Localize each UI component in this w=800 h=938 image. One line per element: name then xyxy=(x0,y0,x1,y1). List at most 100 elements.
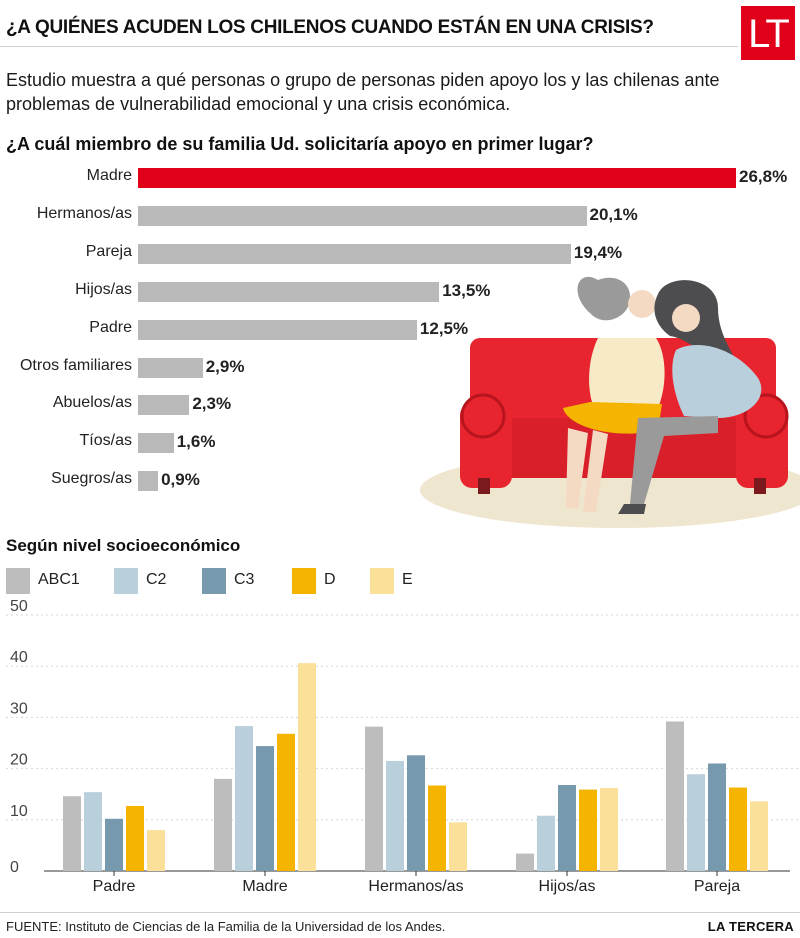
bar-hermanos-as-c3 xyxy=(407,755,425,871)
hbar-value-label: 20,1% xyxy=(589,204,638,224)
title-divider xyxy=(0,46,738,47)
legend-label: D xyxy=(324,571,336,588)
brand-name: LA TERCERA xyxy=(707,919,794,934)
source-text: Instituto de Ciencias de la Familia de l… xyxy=(65,919,446,934)
socioeconomic-bar-chart: 0 10 20 30 40 50 Padre Madre Hermanos/as Hijos/as… xyxy=(6,600,800,895)
sofa-leg-right xyxy=(754,478,766,494)
legend-swatch xyxy=(292,568,316,594)
y-tick-label: 50 xyxy=(10,600,28,615)
legend-label: C2 xyxy=(146,571,167,588)
bar-hijos-as-c3 xyxy=(558,784,576,871)
bar-hermanos-as-d xyxy=(428,785,446,871)
woman-left-hair xyxy=(577,276,631,321)
legend-swatch xyxy=(202,568,226,594)
bar-hijos-as-c2 xyxy=(537,815,555,871)
family-support-bar-chart: Madre 26,8% Hermanos/as 20,1% Pareja 19,4% Hij… xyxy=(0,160,800,500)
hbar-abuelos-as xyxy=(138,395,190,416)
woman-left-face xyxy=(628,290,656,318)
intro-text: Estudio muestra a qué personas o grupo d… xyxy=(6,70,720,114)
hbar-category-label: Hermanos/as xyxy=(36,204,132,222)
hbar-category-label: Madre xyxy=(86,167,132,184)
la-tercera-logo: LT xyxy=(741,6,795,60)
legend-label: C3 xyxy=(234,571,255,588)
bar-padre-c3 xyxy=(105,818,123,871)
hbar-value-label: 12,5% xyxy=(419,318,469,338)
x-category-label: Pareja xyxy=(694,878,740,895)
hbar-hermanos-as xyxy=(138,205,587,226)
bar-pareja-c2 xyxy=(687,774,705,871)
y-tick-label: 40 xyxy=(10,649,28,666)
source-note: FUENTE: Instituto de Ciencias de la Fami… xyxy=(6,919,445,934)
woman-left-body xyxy=(589,338,665,408)
bar-madre-c3 xyxy=(256,746,274,871)
y-tick-label: 10 xyxy=(10,803,28,820)
footer-divider xyxy=(0,912,800,913)
hbar-value-label: 2,3% xyxy=(192,394,232,414)
woman-left-legs xyxy=(566,428,608,512)
bar-hermanos-as-e xyxy=(449,822,467,871)
source-label: FUENTE: xyxy=(6,919,62,934)
woman-right-body xyxy=(672,345,762,418)
hbar-hijos-as xyxy=(138,281,440,302)
woman-right-legs xyxy=(630,416,718,504)
y-tick-label: 30 xyxy=(10,700,28,717)
bar-pareja-d xyxy=(729,787,747,871)
bar-padre-d xyxy=(126,805,144,871)
hbar-value-label: 13,5% xyxy=(442,280,491,300)
y-tick-label: 20 xyxy=(10,752,28,769)
bar-hijos-as-e xyxy=(600,788,618,871)
hbar-value-label: 0,9% xyxy=(161,470,200,490)
bar-hijos-as-d xyxy=(579,789,597,871)
hbar-category-label: Abuelos/as xyxy=(52,394,132,412)
sofa-leg-left xyxy=(478,478,490,494)
hbar-chart-title: ¿A cuál miembro de su familia Ud. solici… xyxy=(6,134,594,154)
hbar-category-label: Suegros/as xyxy=(51,470,132,488)
logo-text: LT xyxy=(748,11,790,56)
bar-padre-e xyxy=(147,830,165,871)
x-category-label: Madre xyxy=(242,878,287,895)
bar-hijos-as-abc1 xyxy=(516,853,534,871)
hbar-value-label: 2,9% xyxy=(205,356,245,376)
sofa-arm-right-roll xyxy=(743,393,789,439)
hbar-category-label: Hijos/as xyxy=(75,280,132,298)
women-on-sofa-illustration xyxy=(420,276,800,528)
woman-left-skirt xyxy=(563,402,662,434)
bar-hermanos-as-abc1 xyxy=(365,726,383,871)
x-category-label: Hermanos/as xyxy=(368,878,463,895)
hbar-category-label: Pareja xyxy=(85,242,132,260)
bar-pareja-c3 xyxy=(708,763,726,871)
x-category-label: Padre xyxy=(93,878,136,895)
y-tick-label: 0 xyxy=(10,859,19,876)
hbar-category-label: Tíos/as xyxy=(79,432,132,450)
sofa-arm-left-roll xyxy=(460,393,506,439)
hbar-value-label: 19,4% xyxy=(573,242,623,262)
legend-label: E xyxy=(402,571,413,588)
bar-pareja-abc1 xyxy=(666,721,684,871)
hbar-madre xyxy=(138,168,736,188)
x-category-label: Hijos/as xyxy=(539,878,596,895)
bar-hermanos-as-c2 xyxy=(386,760,404,871)
woman-right-face xyxy=(672,304,700,332)
hbar-otros-familiares xyxy=(138,357,203,378)
hbar-value-label: 1,6% xyxy=(176,432,216,452)
bar-padre-c2 xyxy=(84,792,102,871)
page-title: ¿A QUIÉNES ACUDEN LOS CHILENOS CUANDO ES… xyxy=(6,17,654,38)
legend-label: ABC1 xyxy=(38,571,80,588)
legend-swatch xyxy=(370,568,394,594)
bar-madre-e xyxy=(298,663,316,871)
legend-swatch xyxy=(114,568,138,594)
hbar-padre xyxy=(138,319,417,340)
bar-padre-abc1 xyxy=(63,796,81,871)
hbar-value-label: 26,8% xyxy=(739,167,788,186)
vbar-chart-title: Según nivel socioeconómico xyxy=(6,536,241,555)
hbar-category-label: Padre xyxy=(89,318,132,336)
bar-madre-d xyxy=(277,733,295,871)
header: ¿A QUIÉNES ACUDEN LOS CHILENOS CUANDO ES… xyxy=(0,0,800,62)
woman-right-shoes xyxy=(618,504,646,514)
hbar-t-os-as xyxy=(138,433,174,454)
bar-madre-abc1 xyxy=(214,778,232,871)
hbar-pareja xyxy=(138,243,571,264)
bar-pareja-e xyxy=(750,801,768,871)
legend-swatch xyxy=(6,568,30,594)
bar-madre-c2 xyxy=(235,726,253,871)
